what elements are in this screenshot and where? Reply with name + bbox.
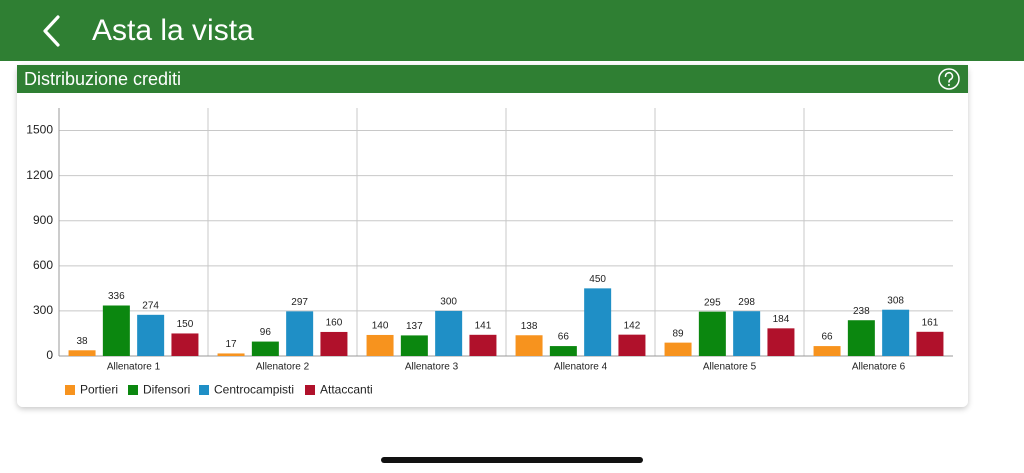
value-label: 38 (76, 336, 88, 347)
y-tick-label: 1200 (26, 168, 53, 182)
home-indicator (381, 457, 643, 463)
y-tick-label: 300 (33, 303, 53, 317)
bar (171, 333, 199, 356)
bar (618, 334, 646, 356)
bar (251, 341, 279, 356)
legend-label: Centrocampisti (214, 383, 294, 397)
value-label: 142 (624, 320, 641, 331)
y-tick-label: 900 (33, 213, 53, 227)
value-label: 300 (440, 297, 457, 308)
x-tick-label: Allenatore 3 (405, 362, 459, 373)
page-title: Asta la vista (92, 14, 254, 47)
bar (882, 309, 910, 356)
value-label: 160 (326, 318, 343, 329)
value-label: 308 (887, 295, 904, 306)
bar (102, 305, 130, 356)
bar (320, 331, 348, 356)
bar (400, 335, 428, 356)
value-label: 238 (853, 306, 870, 317)
bar (68, 350, 96, 356)
y-tick-label: 1500 (26, 123, 53, 137)
bar (733, 311, 761, 356)
value-label: 140 (372, 321, 389, 332)
bar (286, 311, 314, 356)
value-label: 295 (704, 297, 721, 308)
value-label: 66 (821, 332, 833, 343)
value-label: 298 (738, 297, 755, 308)
value-label: 161 (922, 317, 939, 328)
legend-swatch (65, 385, 75, 395)
bar (366, 334, 394, 356)
value-label: 138 (521, 321, 538, 332)
legend-label: Difensori (143, 383, 190, 397)
value-label: 17 (225, 339, 237, 350)
bar (435, 310, 463, 356)
card (17, 65, 968, 407)
value-label: 89 (672, 328, 684, 339)
help-icon (944, 71, 954, 83)
back-button[interactable] (43, 15, 60, 47)
x-tick-label: Allenatore 2 (256, 362, 310, 373)
y-tick-label: 0 (46, 348, 53, 362)
x-tick-label: Allenatore 6 (852, 362, 906, 373)
bar (698, 311, 726, 356)
bar (767, 328, 795, 356)
card-header (17, 65, 968, 93)
legend-label: Portieri (80, 383, 118, 397)
value-label: 141 (475, 320, 492, 331)
chart: 0 300 600 900 1200 1500 Allenatore 1 38 336 274 15… (26, 108, 953, 397)
legend-label: Attaccanti (320, 383, 373, 397)
card-title: Distribuzione crediti (24, 69, 181, 89)
top-bar (0, 0, 1024, 61)
value-label: 274 (142, 300, 159, 311)
bar (469, 334, 497, 356)
bar (916, 331, 944, 356)
bar (515, 335, 543, 356)
bar (847, 320, 875, 356)
bar (664, 342, 692, 356)
x-tick-label: Allenatore 1 (107, 362, 161, 373)
bar (813, 346, 841, 356)
value-label: 150 (177, 319, 194, 330)
y-tick-label: 600 (33, 258, 53, 272)
x-tick-label: Allenatore 5 (703, 362, 757, 373)
value-label: 450 (589, 274, 606, 285)
value-label: 96 (260, 327, 272, 338)
bar (549, 346, 577, 356)
legend-swatch (199, 385, 209, 395)
help-circle (938, 68, 960, 90)
help-button[interactable] (938, 68, 960, 90)
bar (137, 314, 165, 356)
bar (584, 288, 612, 356)
help-dot (948, 84, 950, 86)
bar (217, 353, 245, 356)
value-label: 66 (558, 332, 570, 343)
value-label: 336 (108, 291, 125, 302)
legend-swatch (128, 385, 138, 395)
legend-swatch (305, 385, 315, 395)
x-tick-label: Allenatore 4 (554, 362, 608, 373)
value-label: 184 (773, 314, 790, 325)
value-label: 297 (291, 297, 308, 308)
value-label: 137 (406, 321, 423, 332)
